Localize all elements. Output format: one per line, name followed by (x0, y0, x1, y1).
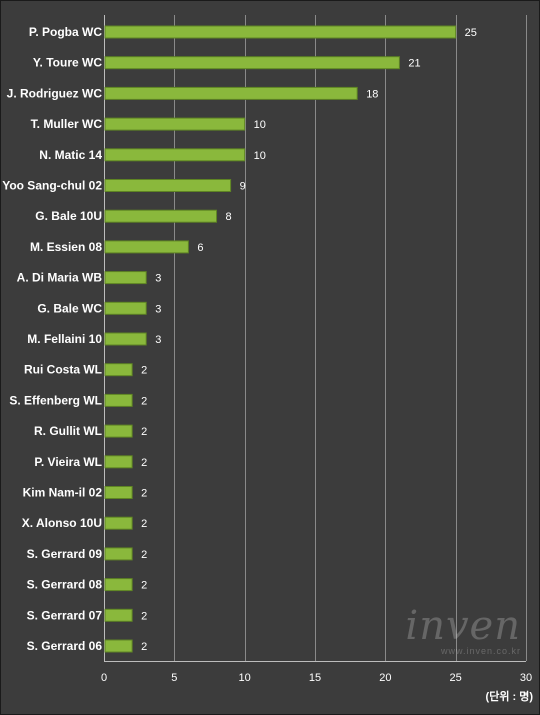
bars-layer (104, 25, 457, 653)
category-label: Kim Nam-il 02 (23, 486, 103, 500)
x-tick-label: 10 (239, 672, 251, 684)
data-label: 2 (141, 641, 147, 653)
data-label: 6 (197, 242, 203, 254)
watermark-url: www.inven.co.kr (440, 646, 521, 656)
x-tick-label: 0 (101, 672, 107, 684)
x-tick-label: 20 (379, 672, 391, 684)
category-label: S. Gerrard 06 (27, 639, 103, 653)
x-tick-label: 25 (450, 672, 462, 684)
category-label: P. Vieira WL (34, 455, 102, 469)
bar (104, 209, 218, 223)
category-label: G. Bale WC (37, 301, 102, 315)
bar (104, 86, 358, 100)
data-label: 18 (366, 88, 378, 100)
bar (104, 179, 232, 192)
data-label: 2 (141, 395, 147, 407)
bar (104, 547, 133, 561)
data-label: 8 (226, 211, 232, 223)
category-label: P. Pogba WC (29, 25, 102, 39)
unit-label: (단위 : 명) (486, 689, 534, 703)
labels-layer: P. Pogba WC 25 Y. Toure WC 21 J. Rodriguez W… (2, 25, 477, 653)
category-label: T. Muller WC (31, 117, 103, 131)
data-label: 2 (141, 426, 147, 438)
data-label: 2 (141, 457, 147, 469)
category-label: A. Di Maria WB (17, 271, 103, 285)
bar (104, 455, 133, 469)
data-label: 2 (141, 518, 147, 530)
data-label: 21 (408, 58, 420, 70)
watermark: inven www.inven.co.kr (405, 606, 521, 656)
category-label: J. Rodriguez WC (7, 86, 103, 100)
category-label: S. Effenberg WL (9, 393, 102, 407)
bar (104, 240, 189, 254)
x-tick-label: 30 (520, 672, 532, 684)
data-label: 10 (254, 150, 266, 162)
data-label: 3 (155, 303, 161, 315)
data-label: 25 (465, 27, 477, 39)
bar (104, 639, 133, 653)
bar (104, 332, 147, 346)
watermark-logo: inven (405, 603, 521, 649)
x-tick-label: 15 (309, 672, 321, 684)
category-label: S. Gerrard 07 (27, 608, 103, 622)
bar (104, 363, 133, 377)
bar (104, 271, 147, 285)
bar (104, 117, 246, 131)
data-label: 3 (155, 334, 161, 346)
data-label: 3 (155, 273, 161, 285)
grid-layer (104, 15, 527, 662)
data-label: 2 (141, 549, 147, 561)
bar (104, 608, 133, 622)
data-label: 2 (141, 488, 147, 500)
ticks-layer: 0 5 10 15 20 25 30 (101, 672, 532, 684)
bar (104, 393, 133, 407)
bar (104, 486, 133, 499)
data-label: 2 (141, 610, 147, 622)
bar (104, 424, 133, 438)
data-label: 9 (240, 181, 246, 193)
bar (104, 516, 133, 530)
category-label: Rui Costa WL (24, 363, 102, 377)
bar (104, 25, 457, 39)
bar (104, 301, 147, 315)
data-label: 2 (141, 365, 147, 377)
bar (104, 148, 246, 162)
category-label: N. Matic 14 (39, 148, 102, 162)
category-label: Yoo Sang-chul 02 (2, 179, 102, 193)
x-tick-label: 5 (171, 672, 177, 684)
category-label: S. Gerrard 09 (27, 547, 103, 561)
data-label: 10 (254, 119, 266, 131)
category-label: M. Essien 08 (30, 240, 102, 254)
category-label: M. Fellaini 10 (27, 332, 102, 346)
category-label: Y. Toure WC (33, 56, 102, 70)
bar (104, 56, 400, 70)
category-label: G. Bale 10U (35, 209, 102, 223)
category-label: R. Gullit WL (34, 424, 102, 438)
category-label: X. Alonso 10U (22, 516, 102, 530)
bar (104, 578, 133, 592)
data-label: 2 (141, 580, 147, 592)
category-label: S. Gerrard 08 (27, 578, 103, 592)
